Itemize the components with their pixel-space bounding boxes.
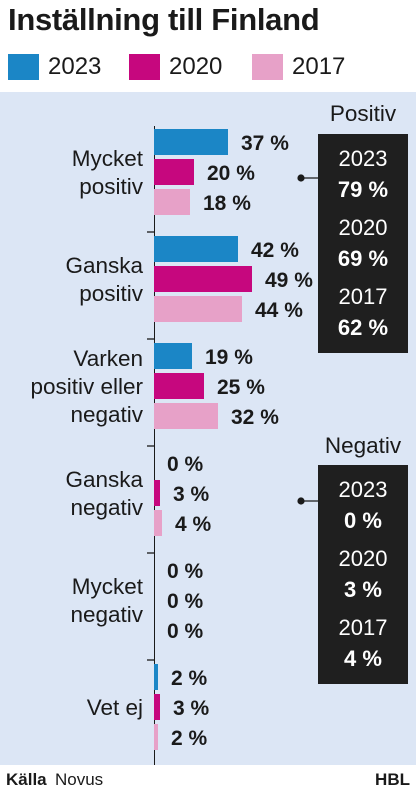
summary-year: 2020 bbox=[339, 546, 388, 571]
value-label: 32 % bbox=[231, 406, 279, 429]
bar-2020 bbox=[154, 373, 204, 399]
value-label: 18 % bbox=[203, 192, 251, 215]
summary-year: 2017 bbox=[339, 615, 388, 640]
value-label: 3 % bbox=[173, 483, 210, 506]
bar-2017 bbox=[154, 403, 218, 429]
legend-swatch-2017 bbox=[252, 54, 283, 80]
category-label: positiv bbox=[79, 174, 144, 199]
bar-chart: Mycket positiv 37 % 20 % 18 % Ganska positiv 42… bbox=[30, 101, 408, 765]
brand-logo: HBL bbox=[375, 770, 410, 789]
chart-title: Inställning till Finland bbox=[8, 2, 320, 37]
value-label: 37 % bbox=[241, 132, 289, 155]
bar-2020 bbox=[154, 480, 160, 506]
summary-value: 3 % bbox=[344, 577, 382, 602]
value-label: 49 % bbox=[265, 269, 313, 292]
bar-2023 bbox=[154, 664, 158, 690]
value-label: 0 % bbox=[167, 453, 204, 476]
value-label: 20 % bbox=[207, 162, 255, 185]
bar-2017 bbox=[154, 724, 158, 750]
category-label: Ganska bbox=[65, 467, 143, 492]
category-label: positiv bbox=[79, 281, 144, 306]
value-label: 2 % bbox=[171, 727, 208, 750]
bar-2023 bbox=[154, 343, 192, 369]
connector-dot bbox=[297, 497, 305, 505]
bar-2020 bbox=[154, 159, 194, 185]
value-label: 0 % bbox=[167, 590, 204, 613]
value-label: 4 % bbox=[175, 513, 212, 536]
summary-year: 2020 bbox=[339, 215, 388, 240]
category-label: positiv eller bbox=[30, 374, 143, 399]
legend-label-2017: 2017 bbox=[292, 53, 346, 80]
category-label: Vet ej bbox=[87, 695, 143, 720]
chart-panel: Mycket positiv 37 % 20 % 18 % Ganska positiv 42… bbox=[0, 92, 416, 765]
legend-swatch-2020 bbox=[129, 54, 160, 80]
bar-2017 bbox=[154, 296, 242, 322]
legend-label-2023: 2023 bbox=[48, 53, 102, 80]
bar-2020 bbox=[154, 694, 160, 720]
category-label: negativ bbox=[70, 402, 143, 427]
category-label: Mycket bbox=[72, 574, 144, 599]
summary-value: 62 % bbox=[338, 315, 388, 340]
bar-2023 bbox=[154, 129, 228, 155]
summary-box bbox=[318, 134, 408, 353]
category-label: negativ bbox=[70, 602, 143, 627]
value-label: 0 % bbox=[167, 560, 204, 583]
value-label: 3 % bbox=[173, 697, 210, 720]
value-label: 19 % bbox=[205, 346, 253, 369]
summary-heading: Negativ bbox=[325, 433, 402, 458]
value-label: 2 % bbox=[171, 667, 208, 690]
category-label: Mycket bbox=[72, 146, 144, 171]
source-label: Källa bbox=[6, 770, 47, 789]
bar-2023 bbox=[154, 236, 238, 262]
legend-swatch-2023 bbox=[8, 54, 39, 80]
source-name: Novus bbox=[55, 770, 104, 789]
connector-dot bbox=[297, 174, 305, 182]
summary-year: 2017 bbox=[339, 284, 388, 309]
summary-value: 69 % bbox=[338, 246, 388, 271]
category-label: Ganska bbox=[65, 253, 143, 278]
summary-value: 4 % bbox=[344, 646, 382, 671]
bar-2020 bbox=[154, 266, 252, 292]
summary-heading: Positiv bbox=[330, 101, 397, 126]
summary-box bbox=[318, 465, 408, 684]
bar-2017 bbox=[154, 189, 190, 215]
category-label: Varken bbox=[73, 346, 143, 371]
summary-year: 2023 bbox=[339, 146, 388, 171]
value-label: 0 % bbox=[167, 620, 204, 643]
summary-year: 2023 bbox=[339, 477, 388, 502]
value-label: 42 % bbox=[251, 239, 299, 262]
legend-label-2020: 2020 bbox=[169, 53, 223, 80]
summary-value: 0 % bbox=[344, 508, 382, 533]
footer: Källa Novus HBL bbox=[0, 765, 416, 800]
bar-2017 bbox=[154, 510, 162, 536]
summary-value: 79 % bbox=[338, 177, 388, 202]
category-label: negativ bbox=[70, 495, 143, 520]
value-label: 25 % bbox=[217, 376, 265, 399]
value-label: 44 % bbox=[255, 299, 303, 322]
